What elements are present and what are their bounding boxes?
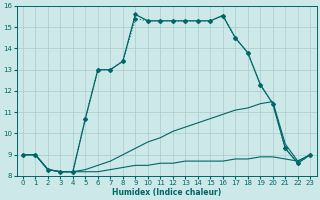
X-axis label: Humidex (Indice chaleur): Humidex (Indice chaleur) bbox=[112, 188, 221, 197]
